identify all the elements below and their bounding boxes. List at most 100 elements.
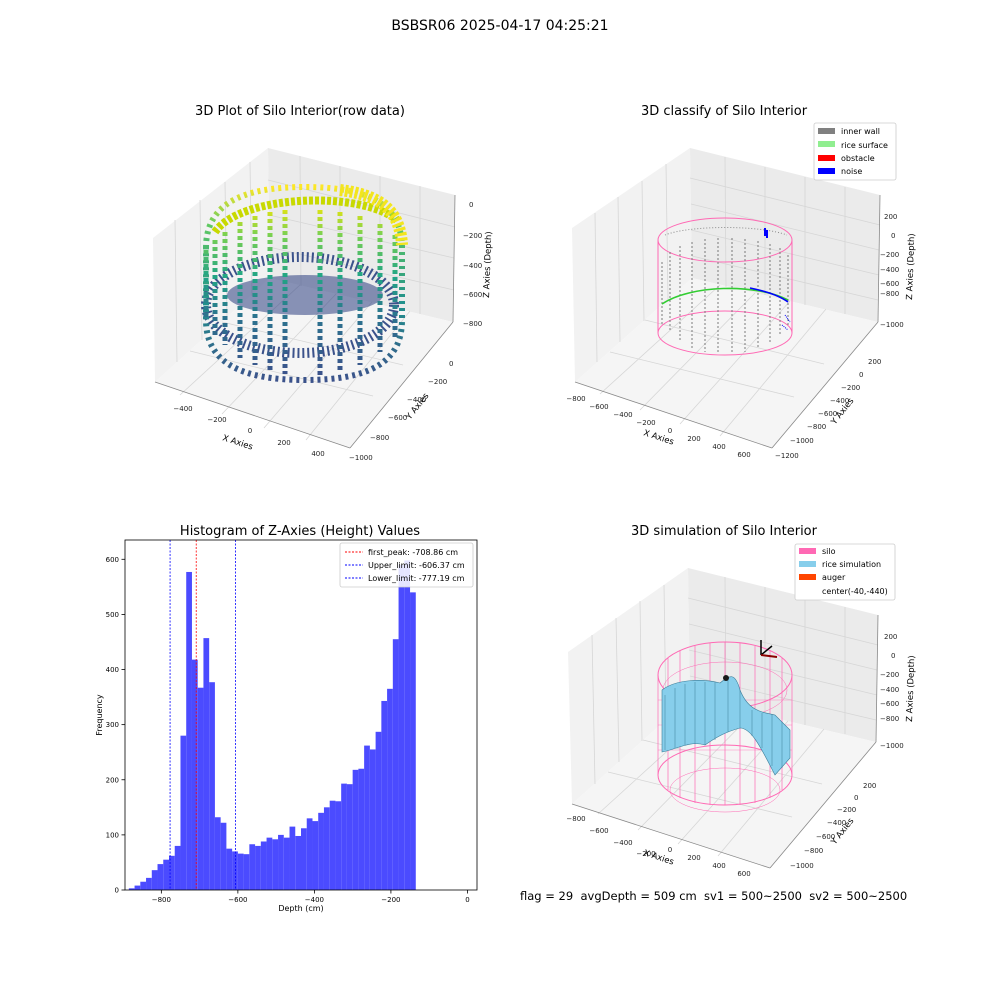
histogram-y-tick-label: 400 xyxy=(106,666,119,674)
histogram-bar xyxy=(375,731,382,890)
legend-label: rice simulation xyxy=(822,560,881,569)
histogram-bar xyxy=(392,639,399,890)
sim-z-axis-label: Z Axies (Depth) xyxy=(905,655,917,722)
histogram-bar xyxy=(346,784,353,890)
simulation-plot-title: 3D simulation of Silo Interior xyxy=(631,524,817,539)
histogram-y-ticks: 0 100 200 300 400 500 600 xyxy=(106,556,125,895)
legend-swatch-auger xyxy=(799,574,816,580)
histogram-bar xyxy=(140,881,147,890)
histogram-bar xyxy=(398,564,405,890)
sim-ztick: 200 xyxy=(884,633,897,641)
legend-label: silo xyxy=(822,547,836,556)
histogram-bar xyxy=(301,828,307,890)
histogram-x-tick-label: −200 xyxy=(381,896,400,904)
simulation-rice-surface xyxy=(661,676,791,776)
sim-ytick: 200 xyxy=(863,782,876,790)
histogram-legend: first_peak: -708.86 cm Upper_limit: -606… xyxy=(339,542,474,588)
histogram-bar xyxy=(146,877,152,890)
classify-xtick: 200 xyxy=(687,435,700,443)
raw-ytick: 0 xyxy=(449,360,453,368)
histogram-bar xyxy=(312,821,319,890)
histogram-bar xyxy=(306,818,313,890)
histogram-bar xyxy=(369,749,376,890)
histogram-bar xyxy=(329,800,336,890)
raw-ytick: −800 xyxy=(370,434,389,442)
sim-xtick: −400 xyxy=(613,839,632,847)
raw-3d-axes xyxy=(153,148,456,449)
sim-ytick: −200 xyxy=(837,806,856,814)
sim-ytick: −600 xyxy=(816,833,835,841)
classify-xtick: −400 xyxy=(613,411,632,419)
legend-label: obstacle xyxy=(841,154,875,163)
histogram-bar xyxy=(404,560,411,890)
legend-label: inner wall xyxy=(841,127,880,136)
legend-swatch-obstacle xyxy=(818,155,835,161)
classify-ztick: −800 xyxy=(880,290,899,298)
histogram-bar xyxy=(169,855,175,890)
histogram-bar xyxy=(226,848,233,890)
histogram-y-tick-label: 0 xyxy=(115,887,119,895)
histogram-y-tick-label: 300 xyxy=(106,721,119,729)
sim-ztick: −600 xyxy=(880,700,899,708)
legend-swatch-silo xyxy=(799,548,816,554)
histogram-bar xyxy=(278,834,284,890)
classify-xtick: −600 xyxy=(589,403,608,411)
legend-swatch-rice-simulation xyxy=(799,561,816,567)
classify-ytick: −800 xyxy=(807,423,826,431)
histogram-bar xyxy=(364,745,370,890)
histogram-bar xyxy=(174,845,181,890)
classify-3d-plot: −800 −600 −400 −200 0 200 400 600 200 0 … xyxy=(566,122,917,460)
raw-ztick: 0 xyxy=(469,201,473,209)
sim-xtick: 400 xyxy=(712,862,725,870)
histogram-bar xyxy=(134,885,141,890)
histogram-x-ticks: −800 −600 −400 −200 0 xyxy=(152,890,470,904)
classify-ytick: −1200 xyxy=(775,452,799,460)
histogram-bar xyxy=(209,682,215,890)
raw-ytick: −1000 xyxy=(349,454,373,462)
histogram-bar xyxy=(266,837,273,890)
classify-xtick: 600 xyxy=(737,451,750,459)
histogram-bar xyxy=(295,835,301,890)
histogram-bar xyxy=(186,571,192,890)
sim-ztick: −1000 xyxy=(880,742,904,750)
histogram-title: Histogram of Z-Axies (Height) Values xyxy=(179,524,421,539)
sim-xtick: 600 xyxy=(737,870,750,878)
raw-silo-points xyxy=(201,183,408,384)
histogram-y-tick-label: 600 xyxy=(106,556,119,564)
simulation-3d-plot: −800 −600 −400 −200 0 200 400 600 200 0 … xyxy=(566,543,917,878)
raw-xtick: 200 xyxy=(277,439,290,447)
raw-ytick: −600 xyxy=(388,414,407,422)
sim-ztick: −200 xyxy=(880,671,899,679)
classify-ytick: −1000 xyxy=(790,437,814,445)
histogram-bar xyxy=(352,769,359,890)
classify-xtick: −800 xyxy=(566,395,585,403)
histogram-bar xyxy=(197,687,204,890)
classify-ytick: −200 xyxy=(841,384,860,392)
histogram-bar xyxy=(341,783,347,890)
histogram-bar xyxy=(255,845,261,890)
histogram-bars xyxy=(128,560,416,890)
sim-ztick: −400 xyxy=(880,686,899,694)
figure-title: BSBSR06 2025-04-17 04:25:21 xyxy=(391,18,609,34)
histogram-bar xyxy=(220,822,227,890)
sim-ytick: −800 xyxy=(804,847,823,855)
histogram-bar xyxy=(272,839,279,890)
legend-label: noise xyxy=(841,167,862,176)
legend-label: first_peak: -708.86 cm xyxy=(368,548,458,557)
histogram-chart: −800 −600 −400 −200 0 0 100 200 300 400 500 600 De… xyxy=(95,539,478,913)
histogram-y-tick-label: 500 xyxy=(106,611,119,619)
auger-marker xyxy=(723,640,778,681)
legend-label: Lower_limit: -777.19 cm xyxy=(368,574,465,583)
classify-ytick: 200 xyxy=(868,358,881,366)
classify-silo-points xyxy=(657,217,793,356)
raw-xtick: 0 xyxy=(248,427,252,435)
sim-ytick: 0 xyxy=(854,794,858,802)
classify-xtick: 0 xyxy=(668,427,672,435)
raw-xtick: −400 xyxy=(173,405,192,413)
simulation-3d-axes xyxy=(568,568,879,869)
histogram-bar xyxy=(335,801,342,890)
raw-ytick: −200 xyxy=(428,378,447,386)
sim-xtick: 200 xyxy=(687,854,700,862)
histogram-x-tick-label: −400 xyxy=(305,896,324,904)
sim-ytick: −400 xyxy=(827,819,846,827)
